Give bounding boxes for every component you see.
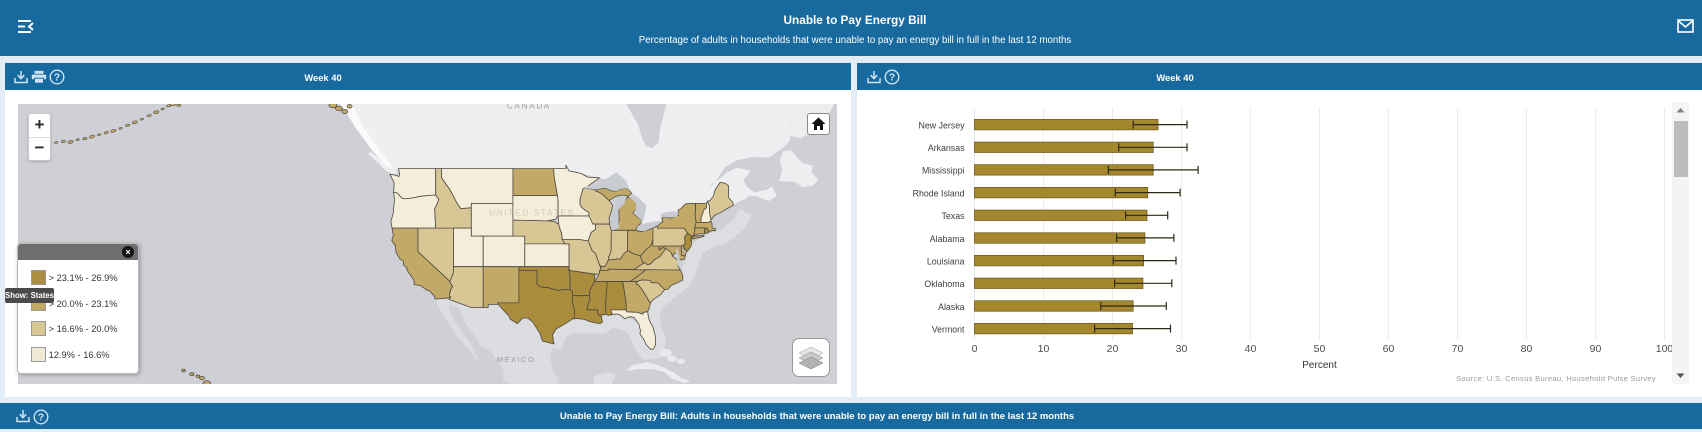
svg-text:Alaska: Alaska	[938, 302, 965, 312]
svg-text:10: 10	[1038, 343, 1050, 355]
svg-text:Source: U.S. Census Bureau, Ho: Source: U.S. Census Bureau, Household Pu…	[1456, 374, 1656, 383]
svg-text:Rhode Island: Rhode Island	[913, 188, 965, 198]
svg-text:?: ?	[889, 72, 895, 84]
svg-text:100: 100	[1656, 343, 1674, 355]
svg-text:UNITED STATES: UNITED STATES	[489, 209, 574, 218]
svg-text:50: 50	[1314, 343, 1326, 355]
svg-text:Texas: Texas	[942, 211, 966, 221]
svg-text:Mississippi: Mississippi	[922, 166, 965, 176]
svg-text:New Jersey: New Jersey	[919, 120, 966, 130]
svg-text:CANADA: CANADA	[507, 104, 551, 111]
svg-text:30: 30	[1176, 343, 1188, 355]
svg-text:Percent: Percent	[1302, 360, 1337, 371]
svg-text:?: ?	[54, 72, 60, 84]
svg-text:?: ?	[38, 412, 44, 424]
svg-text:70: 70	[1452, 343, 1464, 355]
svg-text:Oklahoma: Oklahoma	[924, 279, 964, 289]
svg-text:40: 40	[1245, 343, 1257, 355]
svg-text:0: 0	[972, 343, 978, 355]
svg-text:Alabama: Alabama	[930, 234, 965, 244]
svg-text:80: 80	[1521, 343, 1533, 355]
svg-text:Arkansas: Arkansas	[928, 143, 965, 153]
svg-text:20: 20	[1107, 343, 1119, 355]
svg-text:60: 60	[1383, 343, 1395, 355]
svg-text:90: 90	[1590, 343, 1602, 355]
svg-text:Louisiana: Louisiana	[927, 256, 965, 266]
svg-text:MÉXICO: MÉXICO	[497, 355, 536, 364]
svg-text:Vermont: Vermont	[932, 324, 965, 334]
